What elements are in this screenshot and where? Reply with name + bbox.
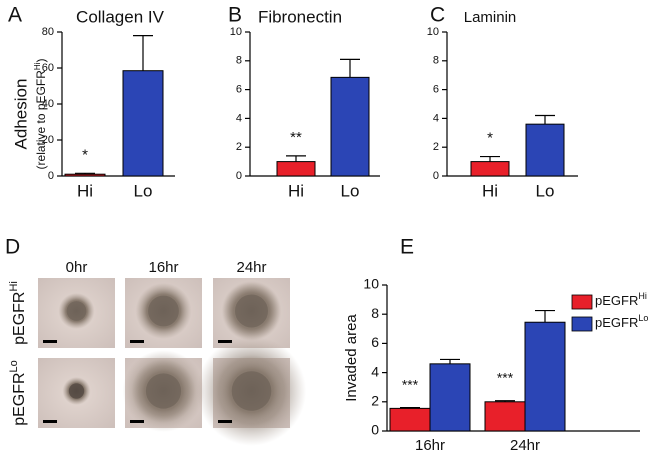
y-tick-label: 60 (42, 62, 54, 74)
y-tick-label: 0 (371, 422, 379, 438)
legend-swatch (571, 316, 593, 332)
row-label-part: pEGFR (11, 292, 28, 345)
y-tick-label: 20 (42, 134, 54, 146)
legend-entry: pEGFRLo (595, 313, 648, 330)
y-tick-label: 10 (230, 26, 242, 38)
y-tick-label: 0 (433, 170, 439, 182)
significance: * (82, 146, 88, 163)
row-label-part: Lo (8, 360, 20, 372)
row-label: pEGFRLo (8, 360, 28, 426)
x-tick-label: Hi (482, 181, 498, 200)
x-tick-label: Lo (341, 181, 360, 200)
x-tick-label: Hi (77, 181, 93, 200)
scale-bar (218, 340, 232, 343)
chart-title: Collagen IV (76, 7, 165, 26)
row-label-part: pEGFR (11, 372, 28, 425)
bar (64, 173, 106, 177)
y-tick-label: 40 (42, 98, 54, 110)
scale-bar (218, 420, 232, 423)
legend-entry-part: pEGFR (595, 315, 638, 330)
y-tick-label: 2 (371, 393, 379, 409)
y-axis-sublabel-part: Hi (33, 62, 42, 70)
y-axis-sublabel: (relative to pEGFRHi) (33, 59, 49, 170)
y-axis-label: Invaded area (343, 314, 360, 402)
scale-bar (43, 340, 57, 343)
bar (389, 407, 431, 432)
y-tick-label: 6 (371, 334, 379, 350)
x-tick-label: 16hr (415, 437, 445, 453)
y-axis-sublabel-part: ) (34, 59, 48, 63)
legend-entry-part: Lo (638, 313, 648, 323)
y-tick-label: 80 (42, 26, 54, 38)
significance: ** (290, 129, 302, 146)
bar (429, 363, 471, 432)
bar (525, 123, 565, 177)
spheroid-core (148, 295, 179, 327)
panel-label: D (5, 236, 20, 259)
y-tick-label: 10 (363, 276, 379, 292)
spheroid-core (235, 294, 268, 328)
y-tick-label: 10 (427, 26, 439, 38)
bar (470, 161, 510, 177)
y-tick-label: 0 (236, 170, 242, 182)
x-tick-label: Lo (134, 181, 153, 200)
legend-entry: pEGFRHi (595, 291, 647, 308)
y-tick-label: 8 (433, 55, 439, 67)
bar (276, 161, 316, 177)
y-axis-sublabel-part: (relative to pEGFR (34, 70, 48, 170)
x-tick-label: 24hr (510, 437, 540, 453)
panel-label: A (8, 4, 22, 27)
scale-bar (130, 340, 144, 343)
x-tick-label: Hi (288, 181, 304, 200)
bar (122, 70, 164, 177)
significance: *** (497, 369, 514, 385)
column-label: 16hr (148, 259, 178, 276)
y-tick-label: 2 (236, 141, 242, 153)
scale-bar (43, 420, 57, 423)
significance: *** (402, 376, 419, 392)
scale-bar (130, 420, 144, 423)
panel-label: C (430, 4, 445, 27)
x-tick-label: Lo (536, 181, 555, 200)
significance: * (487, 130, 493, 147)
bar (484, 401, 526, 432)
y-tick-label: 4 (433, 112, 439, 124)
y-tick-label: 6 (236, 84, 242, 96)
row-label: pEGFRHi (8, 281, 28, 345)
y-tick-label: 6 (433, 84, 439, 96)
legend-entry-part: pEGFR (595, 293, 638, 308)
spheroid-core (66, 301, 87, 321)
y-tick-label: 0 (48, 170, 54, 182)
chart-title: Laminin (464, 9, 517, 26)
chart-title: Fibronectin (258, 7, 342, 26)
bar (330, 76, 370, 177)
y-tick-label: 2 (433, 141, 439, 153)
spheroid-core (231, 371, 272, 411)
column-label: 24hr (236, 259, 266, 276)
panel-label: B (228, 4, 242, 27)
row-label-part: Hi (8, 281, 20, 291)
y-tick-label: 4 (371, 363, 379, 379)
panel-label: E (400, 236, 414, 259)
y-tick-label: 8 (236, 55, 242, 67)
y-axis-label: Adhesion (11, 79, 30, 150)
legend-swatch (571, 294, 593, 310)
legend-entry-part: Hi (638, 291, 647, 301)
column-label: 0hr (66, 259, 88, 276)
spheroid-core (68, 383, 85, 399)
bar (524, 321, 566, 432)
y-tick-label: 8 (371, 305, 379, 321)
spheroid-core (145, 373, 182, 409)
y-tick-label: 4 (236, 112, 242, 124)
